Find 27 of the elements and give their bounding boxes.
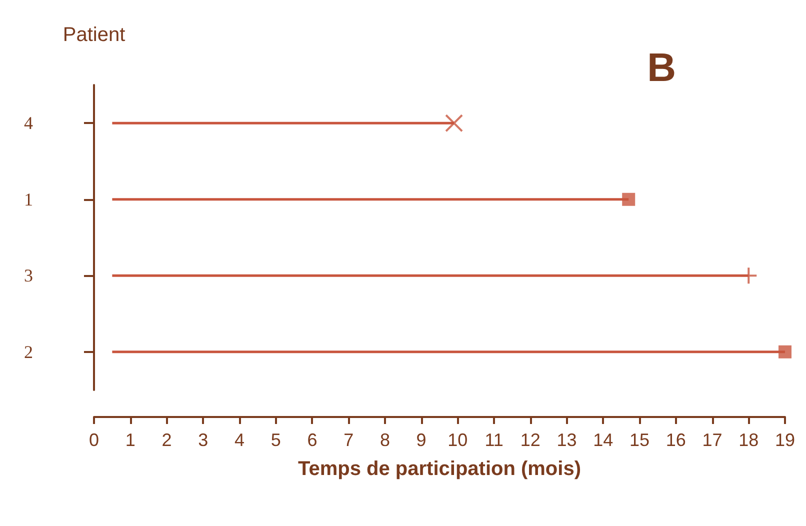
x-axis-title: Temps de participation (mois)	[298, 458, 581, 480]
x-tick-label: 14	[593, 430, 614, 450]
x-tick-label: 9	[416, 430, 426, 450]
annotation: B	[647, 46, 676, 90]
y-tick-label: 1	[24, 189, 33, 210]
x-tick-label: 2	[162, 430, 172, 450]
x-tick-label: 0	[88, 430, 100, 450]
y-tick-label: 3	[24, 266, 33, 286]
y-tick-label: 2	[24, 342, 33, 362]
x-tick-label: 19	[774, 430, 796, 450]
x-tick-label: 4	[234, 430, 244, 450]
x-tick-label: 6	[307, 430, 318, 450]
x-tick-label: 15	[630, 430, 650, 450]
x-tick-label: 1	[125, 430, 136, 450]
x-tick-label: 5	[270, 430, 281, 450]
x-tick-label: 18	[738, 430, 759, 450]
x-tick-label: 17	[702, 430, 722, 450]
x-tick-label: 8	[380, 430, 390, 450]
y-axis-title: Patient	[62, 24, 126, 46]
x-tick-label: 7	[344, 430, 354, 450]
x-tick-label: 13	[556, 430, 577, 450]
x-tick-label: 11	[484, 430, 504, 450]
x-tick-label: 3	[198, 430, 208, 450]
x-tick-label: 10	[448, 430, 468, 450]
y-tick-label: 4	[24, 113, 33, 134]
x-tick-label: 16	[666, 430, 686, 450]
x-tick-label: 12	[520, 430, 540, 450]
